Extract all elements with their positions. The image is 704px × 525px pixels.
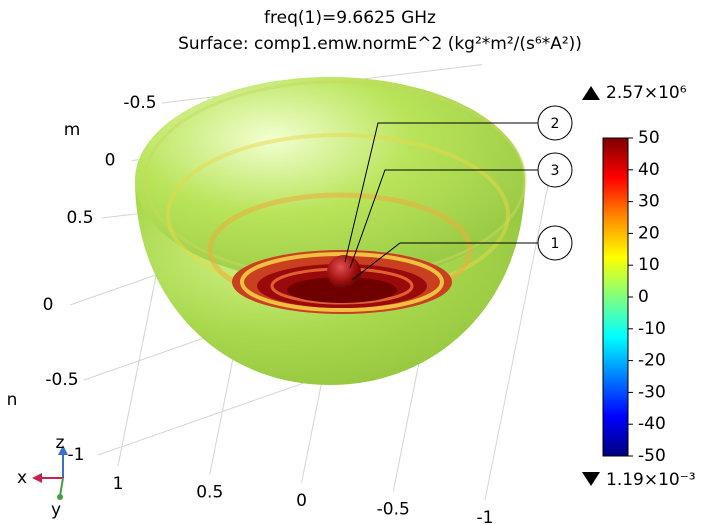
- colorbar-tick-label: 0: [638, 287, 649, 307]
- colorbar-tick-label: -50: [638, 446, 666, 466]
- subtitle: Surface: comp1.emw.normE^2 (kg²*m²/(s⁶*A…: [178, 34, 582, 54]
- min-marker: [582, 472, 600, 486]
- axis-tick-label: 1: [113, 474, 124, 494]
- axis-tick-label: 0: [105, 151, 116, 171]
- max-label: 2.57×10⁶: [606, 83, 687, 103]
- axis-tick-label: 0: [43, 295, 54, 315]
- axis-tick-label: 0.5: [66, 208, 93, 228]
- axis-tick-label: -0.5: [377, 500, 410, 520]
- triad-label: z: [56, 433, 65, 453]
- colorbar-tick-label: 50: [638, 128, 660, 148]
- triad-label: x: [17, 468, 27, 488]
- colorbar: [603, 138, 628, 456]
- callout-label: 1: [551, 236, 560, 252]
- max-marker: [582, 86, 600, 100]
- colorbar-tick-label: 10: [638, 255, 660, 275]
- colorbar-tick-label: -40: [638, 414, 666, 434]
- axis-unit: m: [64, 120, 81, 140]
- axis-tick-label: -0.5: [123, 93, 156, 113]
- axis-tick-label: 0.5: [196, 483, 223, 503]
- colorbar-tick-label: -10: [638, 319, 666, 339]
- colorbar-tick-label: 30: [638, 192, 660, 212]
- axis-tick-label: 0: [296, 491, 307, 511]
- plot: freq(1)=9.6625 GHz Surface: comp1.emw.no…: [0, 0, 704, 525]
- axis-unit: n: [7, 390, 18, 410]
- axis-tick-label: -1: [68, 445, 85, 465]
- min-label: 1.19×10⁻³: [606, 470, 696, 490]
- colorbar-tick-label: 20: [638, 223, 660, 243]
- triad-label: y: [51, 500, 61, 520]
- axis-tick-label: -1: [477, 508, 494, 525]
- title: freq(1)=9.6625 GHz: [264, 8, 436, 28]
- colorbar-tick-label: -30: [638, 382, 666, 402]
- colorbar-tick-label: 40: [638, 160, 660, 180]
- callout-label: 3: [551, 163, 560, 179]
- colorbar-tick-label: -20: [638, 351, 666, 371]
- axis-tick-label: -0.5: [45, 370, 78, 390]
- callout-label: 2: [551, 116, 560, 132]
- axis-triad: [32, 445, 68, 500]
